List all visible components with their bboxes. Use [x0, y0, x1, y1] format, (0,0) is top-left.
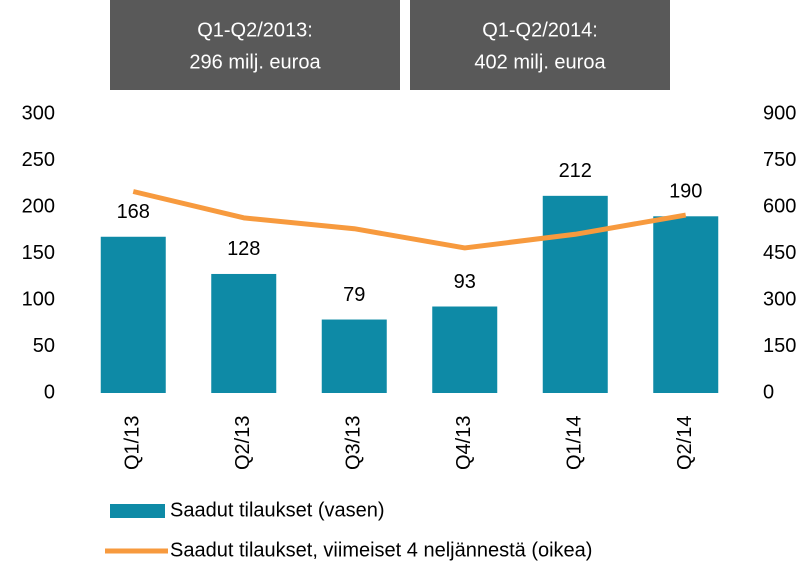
y-tick-label: 200	[22, 195, 55, 217]
x-tick-label: Q1/14	[564, 416, 586, 470]
y-tick-label: 300	[22, 102, 55, 124]
annotation-text: 296 milj. euroa	[189, 51, 321, 73]
bar	[542, 195, 608, 393]
y-tick-label: 0	[44, 381, 55, 403]
legend-swatch	[110, 504, 165, 518]
y2-tick-label: 0	[763, 381, 774, 403]
y2-tick-label: 600	[763, 195, 796, 217]
y2-tick-label: 300	[763, 288, 796, 310]
y2-tick-label: 450	[763, 242, 796, 264]
bar	[653, 216, 719, 393]
y-tick-label: 50	[33, 335, 55, 357]
annotation-box	[110, 0, 400, 90]
data-label: 168	[117, 201, 150, 223]
y-tick-label: 100	[22, 288, 55, 310]
legend-label: Saadut tilaukset (vasen)	[170, 499, 385, 521]
annotation-text: Q1-Q2/2014:	[482, 19, 598, 41]
y2-tick-label: 900	[763, 102, 796, 124]
x-tick-label: Q4/13	[453, 416, 475, 470]
y-tick-label: 250	[22, 149, 55, 171]
bar	[211, 273, 277, 393]
data-label: 79	[343, 284, 365, 306]
legend-label: Saadut tilaukset, viimeiset 4 neljännest…	[170, 539, 592, 561]
y2-tick-label: 750	[763, 149, 796, 171]
data-label: 212	[559, 160, 592, 182]
y2-tick-label: 150	[763, 335, 796, 357]
annotation-box	[410, 0, 670, 90]
bar	[100, 236, 166, 393]
x-tick-label: Q2/14	[674, 416, 696, 470]
x-tick-label: Q1/13	[122, 416, 144, 470]
x-tick-label: Q3/13	[343, 416, 365, 470]
annotation-text: 402 milj. euroa	[474, 51, 606, 73]
data-label: 128	[227, 238, 260, 260]
annotation-text: Q1-Q2/2013:	[197, 19, 313, 41]
data-label: 93	[454, 271, 476, 293]
bar	[321, 319, 387, 393]
bar	[432, 306, 498, 393]
data-label: 190	[669, 181, 702, 203]
y-tick-label: 150	[22, 242, 55, 264]
line	[132, 189, 687, 251]
x-tick-label: Q2/13	[232, 416, 254, 470]
